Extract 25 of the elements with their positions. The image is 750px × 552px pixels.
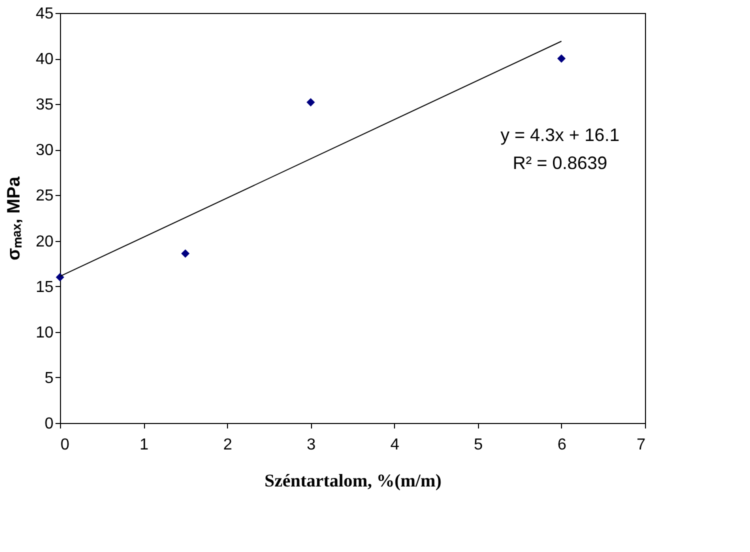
y-axis-title: σₘₐₓ, MPa — [4, 176, 24, 260]
point — [181, 249, 190, 258]
x-tick-label: 7 — [636, 436, 646, 454]
y-tick-label: 15 — [36, 278, 54, 296]
y-tick-label: 40 — [36, 51, 54, 68]
x-tick-label: 0 — [60, 436, 70, 454]
y-tick-label: 5 — [44, 370, 54, 387]
x-tick-label: 2 — [223, 436, 232, 454]
x-tick-label: 1 — [140, 436, 149, 454]
x-axis-title: Széntartalom, %(m/m) — [264, 470, 442, 490]
y-tick-label: 25 — [36, 188, 54, 205]
point — [306, 98, 315, 106]
y-tick-label: 35 — [36, 96, 54, 114]
x-tick-label: 3 — [306, 436, 316, 454]
y-tick-label: 20 — [36, 233, 54, 250]
y-tick-label: 30 — [36, 142, 54, 160]
x-tick-label: 4 — [390, 436, 400, 454]
point — [557, 54, 566, 63]
x-tick-label: 6 — [557, 436, 566, 454]
x-tick-label: 5 — [474, 436, 483, 454]
annotation: y = 4.3x + 16.1 — [500, 125, 620, 145]
y-tick-label: 45 — [36, 6, 54, 22]
annotation: R² = 0.8639 — [512, 153, 608, 173]
y-tick-label: 0 — [44, 416, 54, 432]
y-tick-label: 10 — [36, 324, 54, 342]
